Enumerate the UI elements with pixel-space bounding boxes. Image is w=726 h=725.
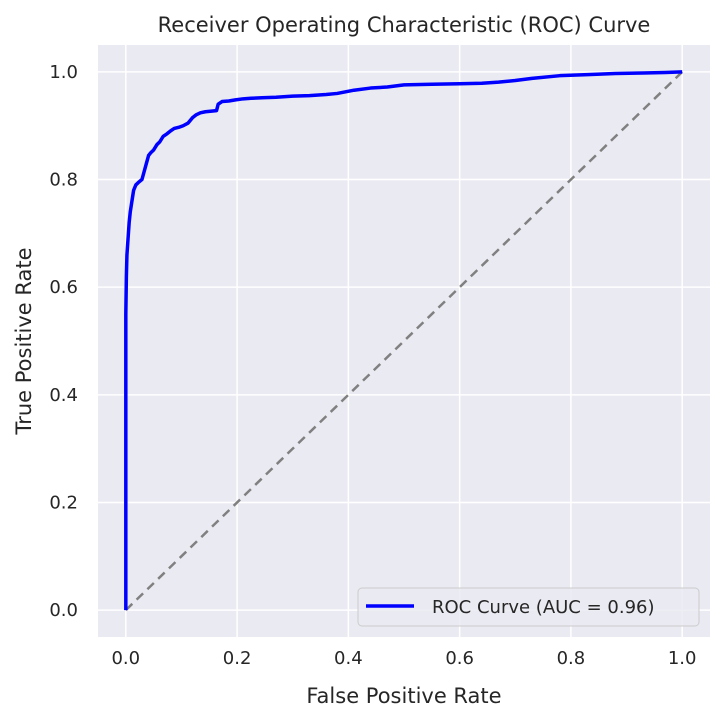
y-tick-label: 0.4 — [49, 385, 78, 406]
chart-title: Receiver Operating Characteristic (ROC) … — [158, 13, 651, 37]
x-tick-label: 0.0 — [111, 648, 140, 669]
x-axis-label: False Positive Rate — [306, 684, 501, 708]
grid-lines — [98, 45, 710, 637]
legend: ROC Curve (AUC = 0.96) — [357, 587, 700, 627]
roc-curve-line — [124, 70, 683, 611]
y-axis-label: True Positive Rate — [12, 247, 36, 435]
y-tick-label: 0.8 — [49, 170, 78, 191]
tick-labels: 0.0 0.2 0.4 0.6 0.8 1.0 0.0 0.2 0.4 0.6 0.8 1.0 — [49, 62, 696, 669]
plot-area — [98, 45, 710, 637]
x-tick-label: 0.4 — [334, 648, 363, 669]
y-tick-label: 0.0 — [49, 600, 78, 621]
series-layer — [124, 70, 684, 611]
y-tick-label: 0.6 — [49, 277, 78, 298]
x-tick-label: 0.8 — [557, 648, 586, 669]
y-tick-label: 1.0 — [49, 62, 78, 83]
legend-label: ROC Curve (AUC = 0.96) — [432, 597, 655, 618]
x-tick-label: 0.2 — [223, 648, 252, 669]
random-baseline-line — [124, 71, 684, 611]
x-tick-label: 0.6 — [445, 648, 474, 669]
y-tick-label: 0.2 — [49, 492, 78, 513]
legend-box — [357, 587, 700, 627]
x-tick-label: 1.0 — [668, 648, 697, 669]
